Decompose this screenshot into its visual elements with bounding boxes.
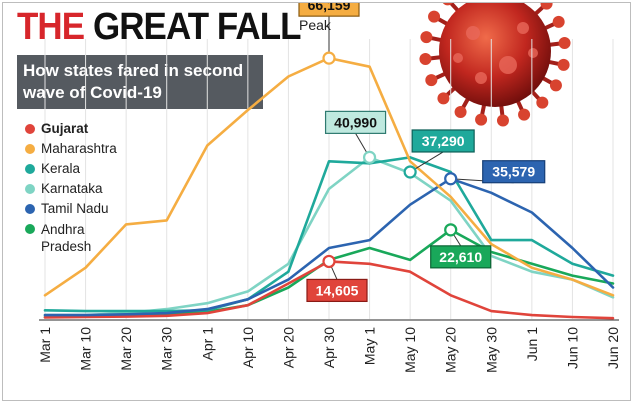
subtitle-line-2: wave of Covid-19 — [23, 83, 162, 102]
subtitle-box: How states fared in second wave of Covid… — [17, 55, 263, 109]
callout-label: 66,159 — [308, 3, 351, 13]
legend-label: Karnataka — [41, 181, 103, 196]
chart-callouts: 66,159 40,990 37,290 35,579 22,610 14,605 — [298, 3, 546, 303]
virus-spike-tip — [496, 114, 509, 127]
legend-swatch — [25, 224, 35, 234]
callout-box — [324, 110, 387, 134]
legend-label: Gujarat — [41, 121, 89, 136]
x-tick-label: Mar 30 — [159, 327, 175, 371]
x-tick-label: Jun 10 — [564, 327, 580, 369]
legend-label: Tamil Nadu — [41, 201, 109, 216]
callout-box — [306, 278, 368, 303]
peak-label: Peak — [299, 17, 331, 33]
virus-spike-tip — [425, 74, 438, 87]
callout-marker — [444, 223, 458, 237]
x-tick-label: Mar 1 — [37, 327, 53, 363]
callout-label: 40,990 — [334, 114, 377, 130]
x-tick-label: May 10 — [402, 327, 418, 373]
legend-item-kerala: Kerala — [25, 159, 121, 179]
callout-box — [298, 3, 360, 17]
x-tick-label: Mar 10 — [78, 327, 94, 371]
virus-spike-tip — [552, 15, 565, 28]
virus-spike-tip — [549, 79, 562, 92]
x-tick-label: Jun 1 — [524, 327, 540, 361]
callout-box — [411, 129, 475, 153]
virus-bump — [528, 48, 538, 58]
virus-bump — [475, 72, 487, 84]
virus-spike-tip — [557, 58, 570, 71]
callout-marker — [362, 150, 377, 164]
virus-bump — [517, 22, 529, 34]
legend-item-maharashtra: Maharashtra — [25, 139, 121, 159]
x-tick-label: May 30 — [483, 327, 499, 373]
series-line-tamil-nadu — [43, 177, 615, 317]
x-tick-label: Apr 20 — [280, 327, 296, 368]
legend-swatch — [25, 144, 35, 154]
callout-label: 35,579 — [492, 164, 535, 180]
callout-box — [430, 245, 492, 269]
virus-spike-tip — [475, 113, 488, 126]
series-line-kerala — [43, 156, 615, 313]
legend-label: Andhra Pradesh — [41, 222, 92, 254]
virus-spike-tip — [540, 3, 553, 10]
callout-marker — [322, 51, 336, 65]
page-title: THE GREAT FALL — [17, 5, 302, 49]
legend-item-tamil-nadu: Tamil Nadu — [25, 199, 121, 219]
virus-spike-tip — [454, 105, 467, 118]
virus-spike-tip — [558, 37, 571, 50]
x-tick-label: May 20 — [443, 327, 459, 373]
legend-item-karnataka: Karnataka — [25, 179, 121, 199]
virus-spike-tip — [419, 52, 432, 65]
virus-spike-tip — [428, 10, 441, 23]
legend-swatch — [25, 164, 35, 174]
x-tick-label: Apr 1 — [199, 327, 215, 361]
line-chart: 66,159 40,990 37,290 35,579 22,610 14,605 Mar… — [37, 3, 621, 373]
title-part-red: THE — [17, 6, 93, 48]
x-tick-labels: Mar 1 Mar 10 Mar 20 Mar 30 Apr 1 Apr 10 Apr 20… — [37, 327, 621, 373]
callout-label: 22,610 — [439, 249, 482, 265]
x-tick-label: Apr 10 — [240, 327, 256, 368]
callout-marker — [322, 254, 336, 269]
virus-spike-tip — [536, 96, 549, 109]
chart-legend: Gujarat Maharashtra Kerala Karnataka Tamil N… — [25, 119, 121, 255]
virus-icon — [419, 3, 571, 127]
infographic-frame: THE GREAT FALL How states fared in secon… — [2, 2, 631, 401]
virus-spike-tip — [442, 3, 453, 6]
legend-item-andhra-pradesh: Andhra Pradesh — [25, 219, 121, 255]
virus-bump — [499, 56, 517, 74]
legend-swatch — [25, 184, 35, 194]
callout-label: 14,605 — [316, 282, 359, 298]
title-part-black: GREAT FALL — [92, 6, 302, 48]
legend-swatch — [25, 124, 35, 134]
x-tick-label: Jun 20 — [605, 327, 621, 369]
legend-label: Maharashtra — [41, 141, 117, 156]
legend-item-gujarat: Gujarat — [25, 119, 121, 139]
virus-spike-tip — [518, 108, 531, 121]
x-tick-label: Mar 20 — [118, 327, 134, 371]
x-tick-label: Apr 30 — [321, 327, 337, 368]
callout-label: 37,290 — [422, 133, 465, 149]
subtitle-line-1: How states fared in second — [23, 61, 244, 80]
virus-spike-tip — [437, 92, 450, 105]
callout-box — [482, 160, 546, 184]
x-tick-label: May 1 — [362, 327, 378, 365]
legend-label: Kerala — [41, 161, 81, 176]
virus-bump — [466, 26, 480, 40]
callout-marker — [444, 172, 458, 186]
virus-spike-tip — [420, 31, 433, 44]
callout-marker — [403, 165, 417, 179]
virus-bump — [453, 53, 463, 63]
legend-swatch — [25, 204, 35, 214]
